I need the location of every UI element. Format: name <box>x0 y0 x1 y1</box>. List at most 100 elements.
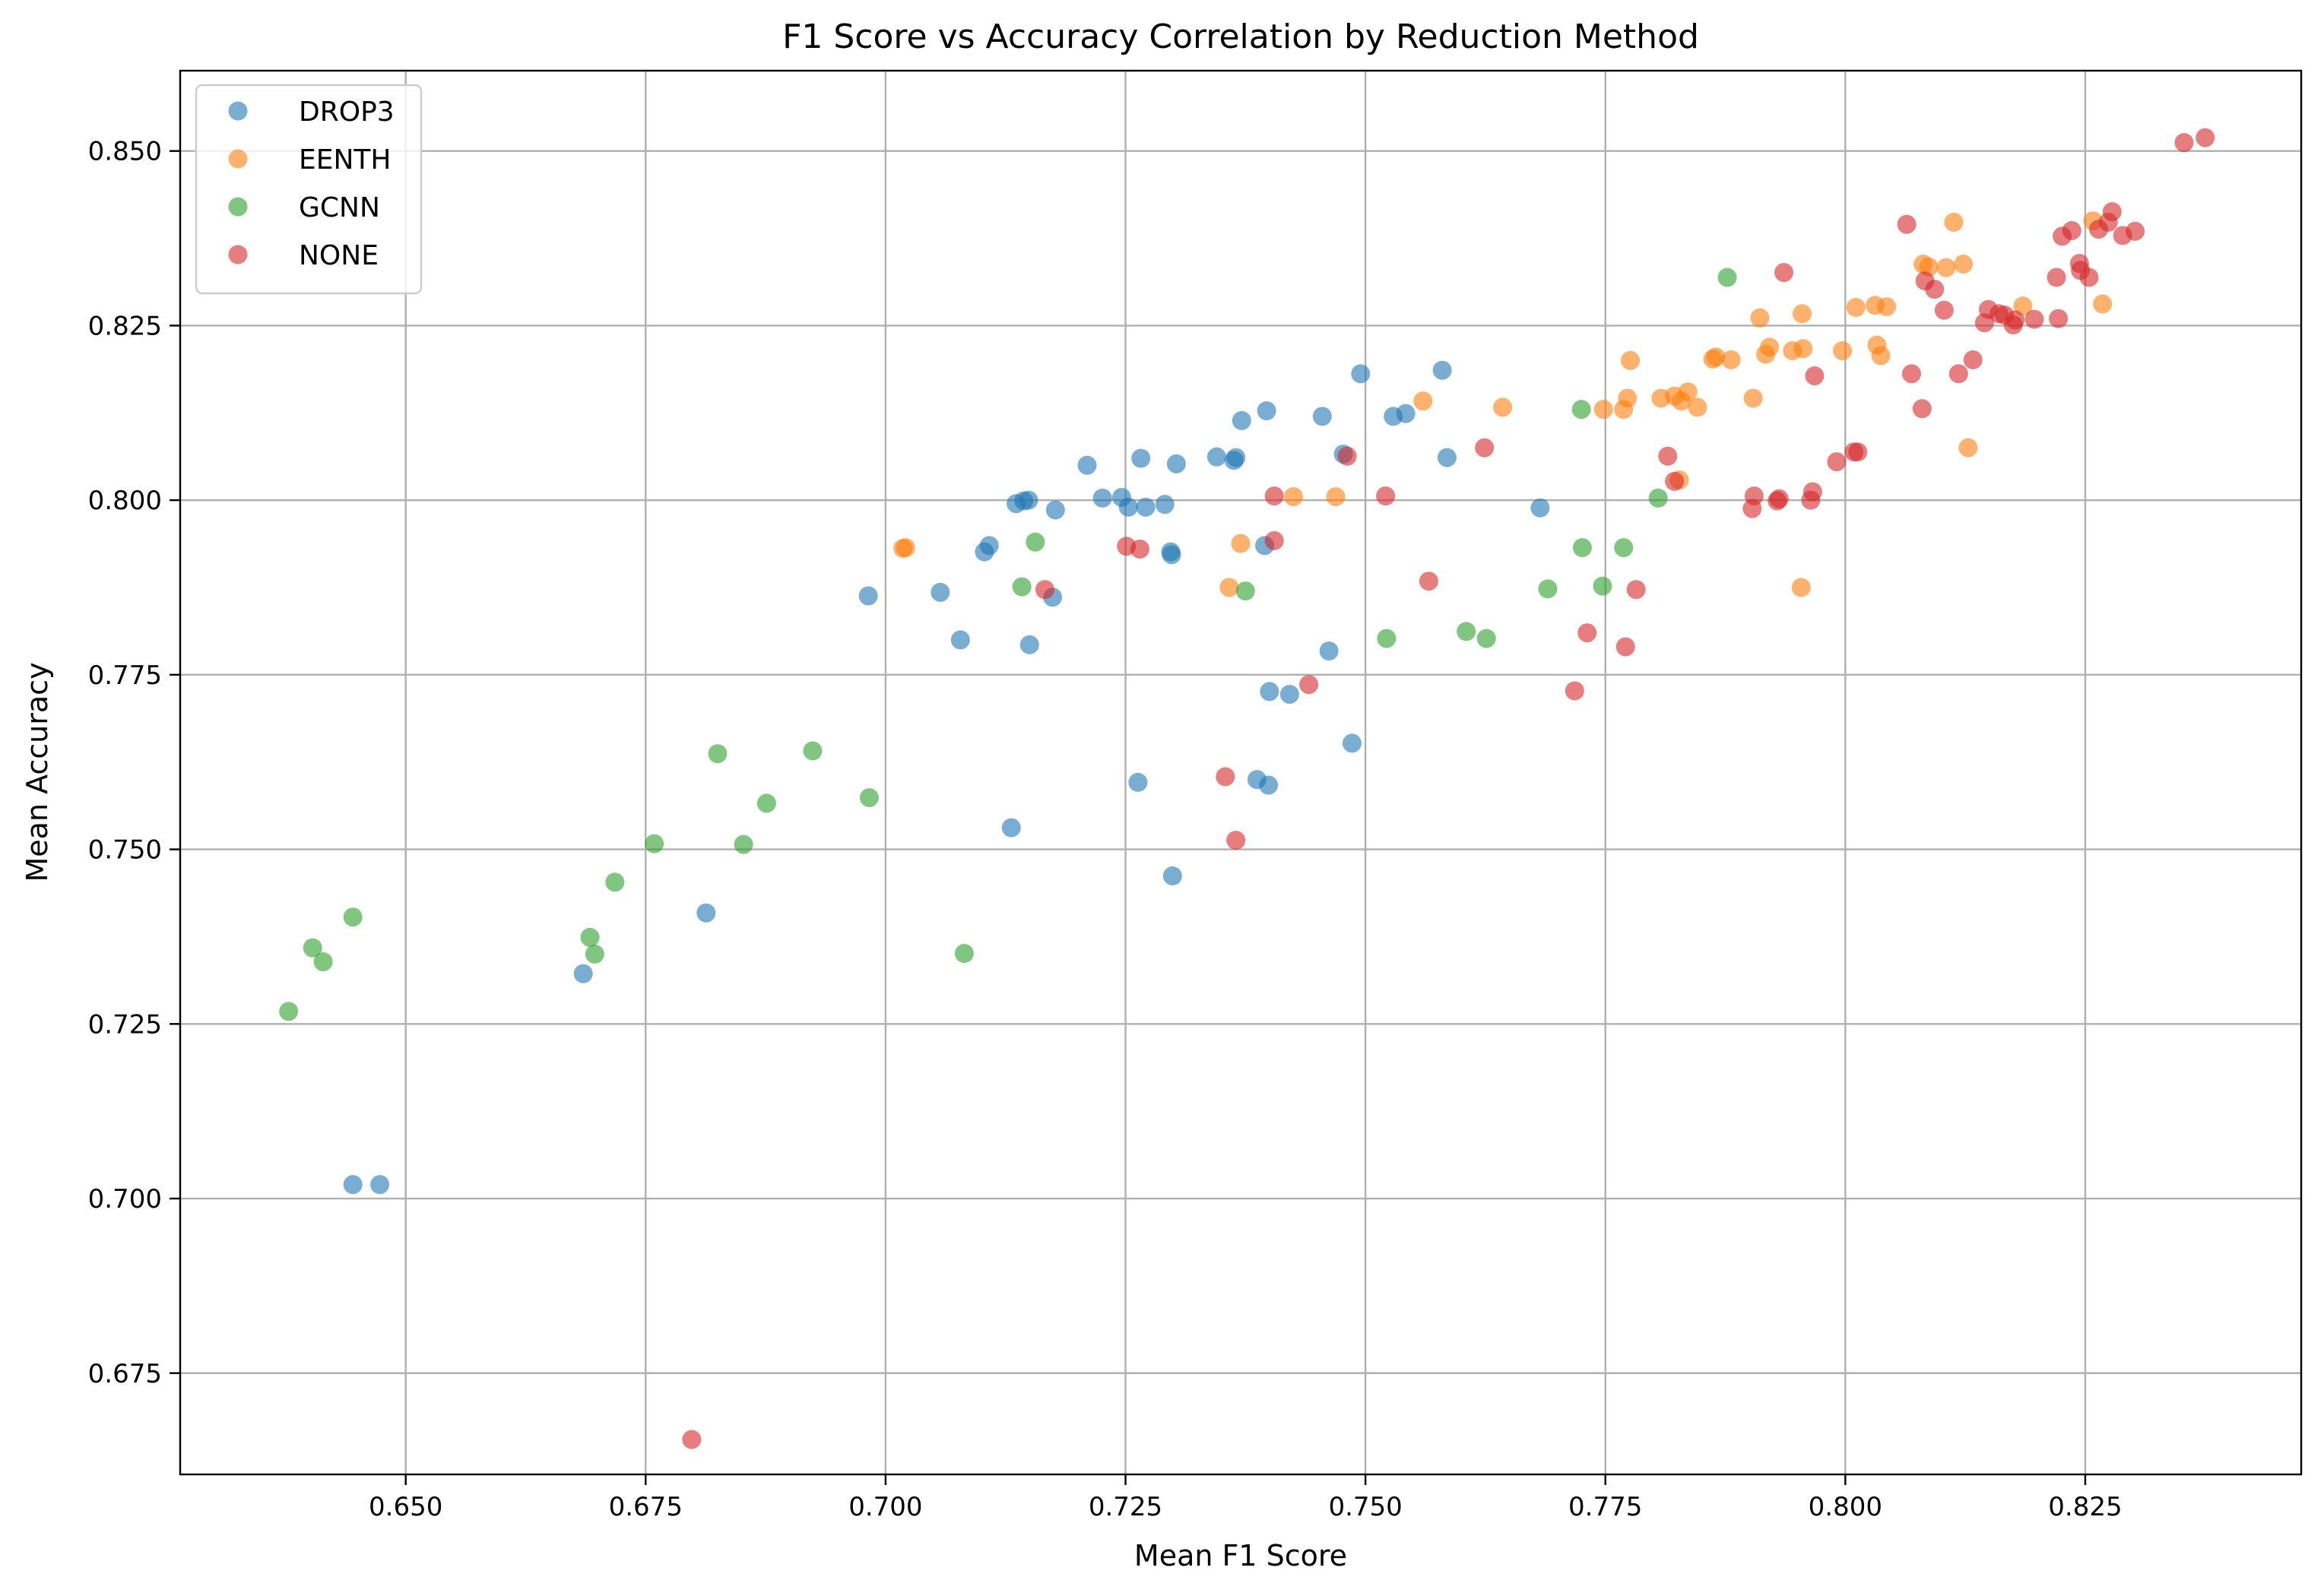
data-point <box>1077 455 1097 475</box>
data-point <box>896 538 915 558</box>
data-point <box>1326 487 1346 507</box>
data-point <box>2024 309 2044 329</box>
x-tick-label: 0.725 <box>1089 1492 1162 1522</box>
data-point <box>1912 399 1932 419</box>
data-point <box>1805 366 1825 386</box>
data-point <box>605 872 625 892</box>
series-eenth <box>893 211 2113 597</box>
data-point <box>954 943 974 963</box>
y-tick-label: 0.750 <box>88 835 162 866</box>
data-point <box>1614 538 1634 558</box>
data-point <box>1665 471 1685 491</box>
data-point <box>573 964 593 983</box>
data-point <box>696 903 716 923</box>
data-point <box>1936 258 1956 277</box>
data-point <box>734 834 753 854</box>
data-point <box>1232 410 1251 430</box>
data-point <box>1846 298 1866 318</box>
data-point <box>1219 578 1239 597</box>
data-point <box>1901 364 1921 384</box>
data-point <box>1721 350 1741 369</box>
data-point <box>1626 580 1646 600</box>
y-tick-label: 0.850 <box>88 137 162 167</box>
data-point <box>1162 545 1181 565</box>
data-point <box>1136 497 1156 517</box>
data-point <box>682 1430 702 1449</box>
data-point <box>1260 682 1279 701</box>
data-point <box>1743 388 1763 408</box>
data-point <box>708 744 728 764</box>
data-point <box>1615 637 1635 657</box>
data-point <box>1259 775 1279 795</box>
data-point <box>1437 448 1457 467</box>
data-point <box>1413 391 1433 411</box>
legend-marker <box>228 149 248 169</box>
data-point <box>370 1175 390 1195</box>
legend-marker <box>228 197 248 217</box>
data-point <box>1571 400 1591 420</box>
data-point <box>580 927 600 947</box>
data-point <box>645 834 664 853</box>
legend-label: NONE <box>299 240 379 271</box>
data-point <box>2196 128 2215 147</box>
data-point <box>1118 497 1138 517</box>
data-point <box>1264 530 1284 550</box>
data-point <box>1045 500 1065 520</box>
data-point <box>2126 221 2145 241</box>
data-point <box>1593 400 1613 420</box>
x-axis-label: Mean F1 Score <box>1134 1539 1347 1572</box>
y-tick-label: 0.825 <box>88 311 162 341</box>
series-drop3 <box>343 360 1550 1195</box>
x-tick-label: 0.700 <box>848 1492 922 1522</box>
data-point <box>1319 641 1339 661</box>
data-point <box>1128 772 1148 792</box>
data-point <box>1760 337 1780 357</box>
data-point <box>343 1175 363 1195</box>
data-point <box>1593 576 1612 596</box>
data-point <box>1648 488 1668 508</box>
data-point <box>1337 446 1357 466</box>
data-point <box>1206 447 1226 467</box>
data-point <box>1577 623 1597 643</box>
data-point <box>1019 635 1039 654</box>
data-point <box>1299 675 1319 695</box>
y-tick-label: 0.725 <box>88 1009 162 1040</box>
data-point <box>1769 489 1789 508</box>
legend: DROP3 EENTH GCNN NONE <box>195 84 423 295</box>
data-point <box>1744 486 1764 506</box>
data-point <box>1312 407 1332 426</box>
data-point <box>2079 268 2099 287</box>
data-point <box>1226 448 1246 467</box>
data-point <box>585 944 604 964</box>
series-gcnn <box>279 268 1737 1021</box>
data-point <box>1162 866 1182 885</box>
data-point <box>2102 202 2122 222</box>
data-point <box>1231 534 1251 553</box>
y-tick-label: 0.675 <box>88 1359 162 1389</box>
data-point <box>1944 212 1964 232</box>
data-point <box>303 938 322 958</box>
data-point <box>756 793 776 813</box>
data-point <box>1457 622 1476 641</box>
legend-marker <box>228 245 248 264</box>
data-point <box>1376 486 1396 506</box>
data-point <box>2047 268 2066 287</box>
legend-label: EENTH <box>299 144 391 176</box>
data-point <box>1012 577 1032 597</box>
data-point <box>1618 388 1638 408</box>
data-point <box>803 741 823 761</box>
data-point <box>858 586 878 606</box>
data-point <box>1848 442 1868 462</box>
x-tick-label: 0.825 <box>2048 1492 2122 1522</box>
data-point <box>1130 539 1149 559</box>
data-point <box>1226 831 1246 850</box>
data-point <box>1155 495 1175 515</box>
x-tick-label: 0.800 <box>1809 1492 1882 1522</box>
data-point <box>1827 452 1847 472</box>
data-point <box>313 952 333 972</box>
data-point <box>1678 382 1698 402</box>
data-point <box>2174 133 2194 153</box>
data-point <box>931 582 950 602</box>
data-point <box>1235 581 1255 601</box>
